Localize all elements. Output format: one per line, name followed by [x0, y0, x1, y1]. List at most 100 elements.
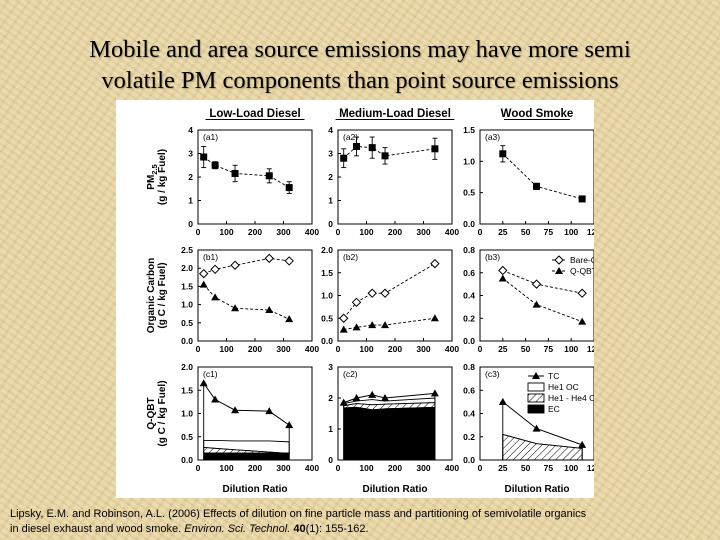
panel-1-2-series-0-point-2 [577, 288, 587, 298]
panel-1-0-series-0-point-3 [264, 253, 274, 264]
panel-1-2-xtick-label-4: 100 [564, 344, 578, 354]
legend-c-label-3: EC [548, 404, 560, 414]
column-title-2: Wood Smoke [501, 108, 574, 120]
panel-2-2-ytick-label-4: 0.8 [463, 362, 475, 372]
panel-0-0-series-0-point-1 [211, 161, 219, 169]
panel-0-2-series-0-line [502, 153, 583, 200]
panel-0-2-series-0-point-0 [499, 150, 507, 158]
row-0-ylabel-line2: (g / kg Fuel) [157, 149, 168, 205]
panel-1-0-ytick-label-1: 0.5 [181, 318, 193, 328]
panel-2-0-xtick-label-0: 0 [196, 463, 201, 473]
panel-2-1-ytick-label-3: 3 [328, 362, 333, 372]
panel-0-2-series-0-point-2 [578, 195, 586, 203]
panel-2-1-tc-point-0 [339, 398, 348, 406]
panel-2-2-tc-point-1 [532, 424, 541, 432]
panel-1-2-series-0-point-0 [498, 265, 508, 276]
panel-2-1-ytick-label-2: 2 [328, 393, 333, 403]
panel-1-0-series-1-point-0 [199, 280, 208, 288]
panel-0-2-ytick-label-2: 1.0 [463, 156, 475, 166]
panel-1-2-xtick-label-0: 0 [478, 344, 483, 354]
panel-0-1-series-0-point-2 [368, 144, 376, 152]
panel-1-0-series-0-point-1 [210, 264, 220, 274]
slide-title: Mobile and area source emissions may hav… [0, 34, 720, 96]
panel-1-0-series-0-point-2 [230, 260, 240, 270]
panel-2-2-xtick-label-4: 100 [564, 463, 578, 473]
legend-c-swatch-2 [527, 393, 545, 403]
panel-1-1-series-0-point-4 [430, 258, 440, 269]
panel-2-1-xtick-label-3: 300 [416, 463, 430, 473]
panel-1-1-series-0-point-2 [367, 288, 377, 298]
panel-2-0-ytick-label-1: 0.5 [181, 432, 193, 442]
panel-2-0-ytick-label-4: 2.0 [181, 362, 193, 372]
panel-1-0-ytick-label-4: 2.0 [181, 263, 193, 273]
panel-0-1-xtick-label-1: 100 [359, 227, 373, 237]
panel-0-1-xtick-label-2: 200 [388, 227, 402, 237]
panel-0-1-ytick-label-3: 3 [328, 149, 333, 159]
panel-0-1-series-0-point-0 [340, 154, 348, 162]
panel-1-0-series-1-point-3 [265, 306, 274, 314]
panel-1-1-xtick-label-4: 400 [445, 344, 459, 354]
panel-2-2-xtick-label-5: 125 [587, 463, 594, 473]
panel-0-2-label: (a3) [485, 132, 500, 142]
panel-0-1-ytick-label-2: 2 [328, 172, 333, 182]
panel-0-2-frame [479, 129, 594, 225]
panel-0-0-xtick-label-0: 0 [196, 227, 201, 237]
panel-1-1-ytick-label-2: 1.0 [321, 291, 333, 301]
panel-1-1-ytick-label-0: 0.0 [321, 336, 333, 346]
panel-1-2-xtick-label-1: 25 [498, 344, 508, 354]
panel-1-1-series-0-point-1 [351, 297, 362, 308]
panel-0-0-xtick-label-1: 100 [219, 227, 233, 237]
panel-0-0-series-0-point-0 [200, 153, 208, 161]
column-title-0: Low-Load Diesel [209, 108, 300, 120]
panel-1-1-label: (b2) [343, 252, 358, 262]
panel-2-2-ytick-label-1: 0.2 [463, 432, 475, 442]
citation-text2: in diesel exhaust and wood smoke. [10, 523, 182, 535]
panel-0-1-series-0-point-4 [431, 145, 439, 153]
citation-journal: Environ. Sci. Technol. [184, 523, 291, 535]
panel-1-1-series-0-point-3 [380, 288, 390, 298]
citation: Lipsky, E.M. and Robinson, A.L. (2006) E… [10, 507, 710, 537]
panel-1-1-series-0-line [343, 263, 436, 319]
legend-c-label-1: He1 OC [548, 382, 579, 392]
legend-c-marker-0 [532, 372, 540, 379]
citation-volume: 40 [293, 523, 306, 535]
panel-2-0-ytick-label-2: 1.0 [181, 409, 193, 419]
panel-1-2-label: (b3) [485, 252, 500, 262]
panel-2-2-xtick-label-3: 75 [544, 463, 554, 473]
panel-1-1-ytick-label-3: 1.5 [321, 268, 333, 278]
panel-1-2-xtick-label-5: 125 [587, 344, 594, 354]
panel-2-0-tc-point-2 [231, 406, 240, 414]
row-0-ylabel-line1: PM2.5 [146, 164, 159, 189]
panel-0-2-xtick-label-5: 125 [587, 227, 594, 237]
emissions-chart: Low-Load Diesel Medium-Load Diesel Wood Sm… [146, 108, 594, 495]
panel-0-0-ytick-label-4: 4 [188, 125, 193, 135]
panel-2-2-label: (c3) [485, 369, 500, 379]
panel-2-2-he1-he4-oc-area [502, 433, 583, 461]
panel-2-1-tc-point-3 [381, 394, 390, 401]
panel-0-2-xtick-label-4: 100 [564, 227, 578, 237]
panel-2-1-xtick-label-2: 200 [388, 463, 402, 473]
panel-1-0-series-0-point-4 [284, 256, 294, 266]
panel-0-2-ytick-label-0: 0.0 [463, 219, 475, 229]
column-title-1: Medium-Load Diesel [339, 108, 451, 120]
panel-1-2-xtick-label-2: 50 [521, 344, 531, 354]
legend-c-label-2: He1 - He4 OC [548, 393, 594, 403]
panel-1-2-series-1-point-1 [532, 300, 541, 308]
panel-2-1-ec-area [343, 406, 436, 461]
panel-1-1-series-1-point-0 [339, 325, 348, 333]
panel-0-1-series-0-point-3 [381, 152, 389, 160]
panel-1-1-series-0-point-0 [338, 313, 349, 323]
panel-0-2-series-0-point-1 [533, 182, 541, 190]
panel-0-2-ytick-label-3: 1.5 [463, 125, 475, 135]
panel-2-0-tc-point-3 [265, 407, 274, 415]
panel-1-0-xtick-label-0: 0 [196, 344, 201, 354]
row-2-ylabel-line1: Q-QBT [146, 397, 157, 429]
panel-1-1-series-1-point-4 [430, 314, 439, 322]
panel-1-2-ytick-label-4: 0.8 [463, 245, 475, 255]
panel-1-1-xtick-label-1: 100 [359, 344, 373, 354]
panel-0-0-series-0-point-2 [231, 169, 239, 177]
panel-0-0-frame [197, 129, 313, 225]
panel-0-0-xtick-label-2: 200 [248, 227, 262, 237]
panel-2-0-ytick-label-0: 0.0 [181, 455, 193, 465]
panel-0-0-xtick-label-4: 400 [305, 227, 319, 237]
